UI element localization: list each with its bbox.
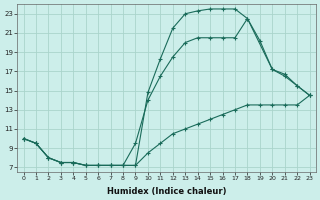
X-axis label: Humidex (Indice chaleur): Humidex (Indice chaleur) xyxy=(107,187,226,196)
